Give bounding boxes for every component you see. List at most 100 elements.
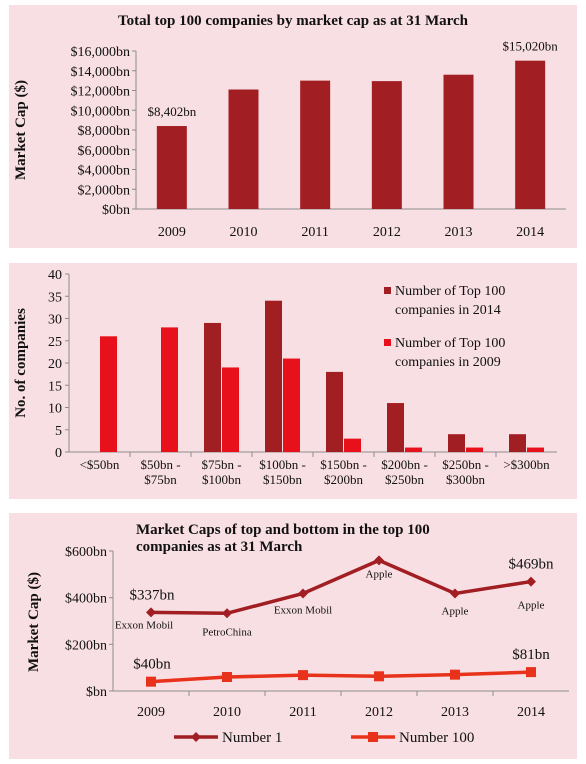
- y-axis-title: Market Cap ($): [13, 80, 29, 180]
- x-tick-label: $100bn: [202, 472, 242, 487]
- y-tick-label: $12,000bn: [71, 85, 131, 100]
- bar-2014-5: [387, 403, 404, 452]
- data-label: $8,402bn: [147, 104, 196, 119]
- chart-title: companies as at 31 March: [136, 539, 303, 555]
- x-tick-label: $75bn: [144, 472, 177, 487]
- legend-label: Number 1: [222, 730, 282, 746]
- point-number-1: [222, 608, 232, 619]
- point-number-1: [298, 588, 308, 599]
- point-number-100: [450, 669, 460, 680]
- x-tick-label: 2010: [213, 705, 241, 720]
- y-tick-label: $200bn: [65, 638, 107, 653]
- bar-2009: [156, 126, 187, 209]
- x-tick-label: 2011: [301, 225, 328, 240]
- bar-2014-2: [204, 322, 221, 452]
- y-tick-label: $400bn: [65, 592, 107, 607]
- point-number-100: [222, 672, 232, 682]
- point-number-1: [526, 576, 536, 587]
- legend-marker: [191, 732, 201, 742]
- legend-label: Number 100: [399, 730, 474, 746]
- y-tick-label: 10: [48, 402, 62, 417]
- chart-panel-total-market-cap: Total top 100 companies by market cap as…: [9, 5, 577, 248]
- x-tick-label: $150bn -: [320, 457, 367, 472]
- bar-2009-4: [344, 438, 361, 452]
- x-tick-label: 2012: [373, 225, 401, 240]
- y-tick-label: 5: [55, 424, 62, 439]
- legend-marker: [368, 732, 378, 742]
- chart-panel-distribution: No. of companies 0 5 10 15 20 25 30 35 40 <$50bn $5…: [9, 263, 577, 499]
- legend-label: Number of Top 100: [395, 336, 505, 351]
- y-tick-label: $14,000bn: [71, 65, 131, 80]
- x-tick-label: $300bn: [446, 472, 486, 487]
- point-number-1: [374, 555, 384, 566]
- value-label: $40bn: [133, 657, 171, 673]
- chart-panel-top-bottom: Market Caps of top and bottom in the top…: [9, 513, 577, 759]
- point-number-100: [526, 667, 536, 678]
- x-tick-label: $200bn: [324, 472, 364, 487]
- legend-label: companies in 2014: [395, 303, 501, 318]
- chart-title: Market Caps of top and bottom in the top…: [136, 522, 430, 538]
- company-annotation: Exxon Mobil: [274, 604, 332, 616]
- y-tick-label: $6,000bn: [78, 144, 131, 159]
- bar-2014-3: [265, 300, 282, 452]
- y-axis-title: Market Cap ($): [26, 572, 42, 672]
- legend-label: companies in 2009: [395, 355, 501, 370]
- x-tick-label: $250bn -: [442, 457, 489, 472]
- x-tick-label: $50bn -: [140, 457, 180, 472]
- bar-2009-6: [466, 447, 483, 452]
- bar-2012: [371, 81, 402, 209]
- x-tick-label: 2014: [516, 225, 544, 240]
- y-tick-label: 0: [55, 446, 62, 461]
- bar-2009-3: [283, 358, 300, 452]
- x-tick-label: 2009: [137, 705, 165, 720]
- point-number-1: [450, 588, 460, 599]
- x-tick-label: $150bn: [263, 472, 303, 487]
- x-tick-label: $250bn: [385, 472, 425, 487]
- x-tick-label: 2010: [230, 225, 258, 240]
- bar-2014-6: [448, 434, 465, 452]
- y-tick-label: 15: [48, 379, 62, 394]
- company-annotation: Apple: [518, 600, 545, 612]
- series-line-number-100: [150, 670, 532, 684]
- bar-2014-7: [509, 434, 526, 452]
- legend-swatch: [384, 339, 391, 346]
- bar-2009-1: [161, 327, 178, 452]
- value-label: $469bn: [509, 557, 555, 573]
- x-tick-label: 2014: [517, 705, 545, 720]
- x-tick-label: 2011: [289, 705, 316, 720]
- data-label: $15,020bn: [503, 39, 559, 54]
- company-annotation: Exxon Mobil: [115, 619, 173, 631]
- bar-2009-7: [527, 447, 544, 452]
- x-tick-label: <$50bn: [80, 457, 120, 472]
- point-number-1: [146, 607, 156, 618]
- y-axis-title: No. of companies: [13, 308, 29, 418]
- bar-2014-4: [326, 371, 343, 452]
- bar-2014: [515, 60, 546, 209]
- bar-2011: [300, 80, 331, 209]
- y-tick-label: 35: [48, 290, 62, 305]
- company-annotation: PetroChina: [202, 626, 252, 638]
- chart-top-bottom: Market Caps of top and bottom in the top…: [26, 522, 569, 746]
- x-tick-label: >$300bn: [503, 457, 550, 472]
- bar-2010: [228, 89, 259, 209]
- company-annotation: Apple: [442, 605, 469, 617]
- x-tick-label: 2013: [441, 705, 469, 720]
- bar-2009-5: [405, 447, 422, 452]
- x-tick-label: $200bn -: [381, 457, 428, 472]
- chart-total-market-cap: Total top 100 companies by market cap as…: [13, 13, 566, 240]
- y-tick-label: 30: [48, 313, 62, 328]
- point-number-100: [298, 670, 308, 681]
- series-line-number-1: [150, 558, 532, 616]
- legend-swatch: [384, 287, 391, 294]
- y-tick-label: $2,000bn: [78, 183, 131, 198]
- y-tick-label: $bn: [86, 685, 107, 700]
- legend-label: Number of Top 100: [395, 284, 505, 299]
- x-tick-label: 2009: [158, 225, 186, 240]
- value-label: $337bn: [130, 587, 176, 603]
- x-tick-label: $100bn -: [259, 457, 306, 472]
- point-number-100: [374, 671, 384, 682]
- bar-2013: [443, 74, 474, 209]
- y-tick-label: 40: [48, 268, 62, 283]
- chart-distribution: No. of companies 0 5 10 15 20 25 30 35 40 <$50bn $5…: [13, 268, 557, 487]
- y-tick-label: $10,000bn: [71, 104, 131, 119]
